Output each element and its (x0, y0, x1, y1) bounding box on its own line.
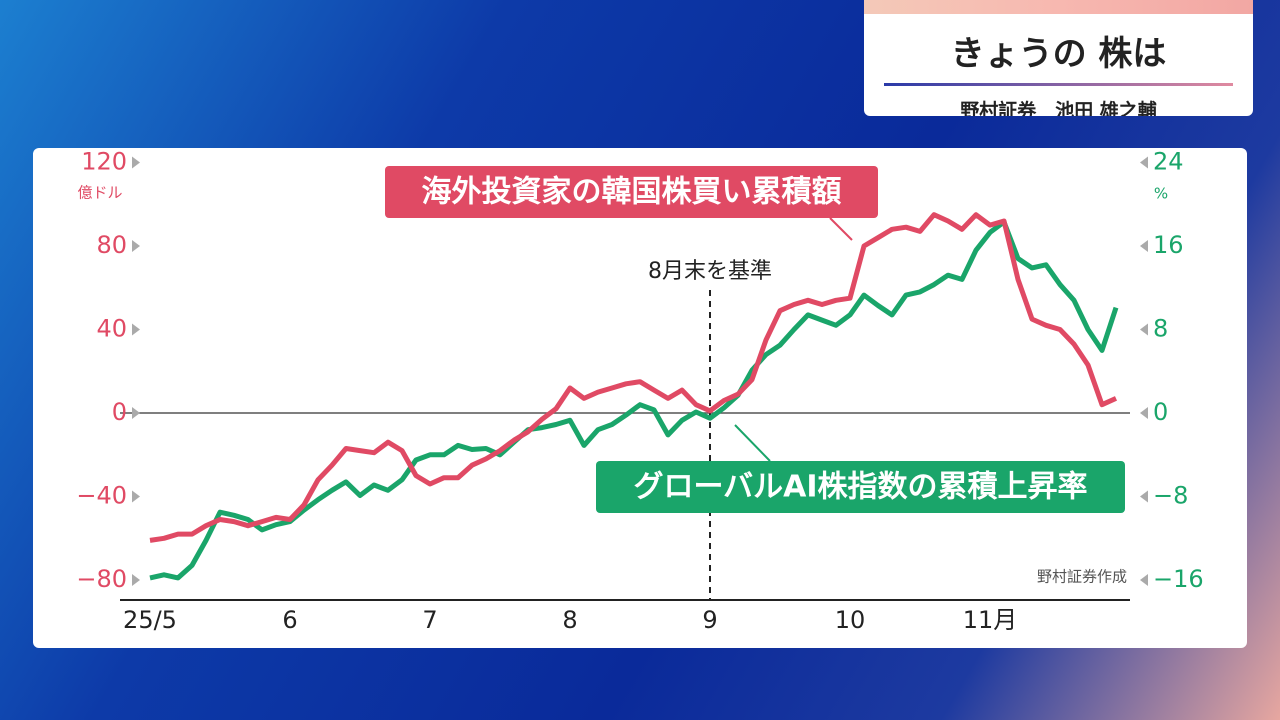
legend-pointer (829, 217, 853, 241)
y-tick-mark (132, 407, 140, 420)
y2-tick-mark (1140, 156, 1148, 169)
y2-tick-mark (1140, 490, 1148, 503)
y-tick-mark (132, 156, 140, 169)
x-tick-label: 25/5 (123, 606, 177, 634)
header-bar (864, 0, 1253, 14)
y2-tick-label: −16 (1153, 565, 1204, 593)
legend-pointer (734, 424, 771, 462)
y-tick-mark (132, 323, 140, 336)
y2-axis-label: % (1154, 185, 1168, 203)
legend-box (596, 461, 1125, 513)
header: きょうの 株は 野村証券 池田 雄之輔 (864, 0, 1253, 116)
x-tick-label: 11月 (963, 606, 1018, 634)
legend-label: グローバルAI株指数の累積上昇率 (633, 470, 1087, 505)
chart-panel (33, 148, 1247, 648)
header-title: きょうの 株は (950, 34, 1167, 74)
y2-tick-label: 0 (1153, 398, 1168, 426)
x-tick-label: 10 (835, 606, 866, 634)
annotation: 8月末を基準 (648, 259, 772, 284)
y-tick-label: −40 (76, 482, 127, 510)
x-tick-label: 8 (562, 606, 577, 634)
legend-box (385, 166, 878, 218)
y2-tick-mark (1140, 574, 1148, 587)
x-tick-label: 9 (702, 606, 717, 634)
y2-tick-mark (1140, 323, 1148, 336)
y-axis-label: 億ドル (77, 184, 122, 202)
legend-label: 海外投資家の韓国株買い累積額 (422, 175, 842, 210)
y-tick-label: 120 (81, 148, 127, 176)
header-rule (884, 83, 1233, 86)
y2-tick-mark (1140, 407, 1148, 420)
y-tick-label: 40 (96, 315, 127, 343)
y-tick-mark (132, 240, 140, 253)
y2-tick-mark (1140, 240, 1148, 253)
header-subtitle: 野村証券 池田 雄之輔 (960, 100, 1157, 116)
y2-tick-label: 16 (1153, 231, 1184, 259)
y-tick-mark (132, 574, 140, 587)
y2-tick-label: 24 (1153, 148, 1184, 176)
y-tick-label: 0 (112, 398, 127, 426)
series-line (149, 212, 1118, 543)
y-tick-label: 80 (96, 231, 127, 259)
source: 野村証券作成 (1037, 568, 1127, 586)
y-tick-mark (132, 490, 140, 503)
y2-tick-label: 8 (1153, 315, 1168, 343)
y2-tick-label: −8 (1153, 482, 1188, 510)
series-line (149, 219, 1119, 581)
x-tick-label: 6 (282, 606, 297, 634)
y-tick-label: −80 (76, 565, 127, 593)
x-tick-label: 7 (422, 606, 437, 634)
